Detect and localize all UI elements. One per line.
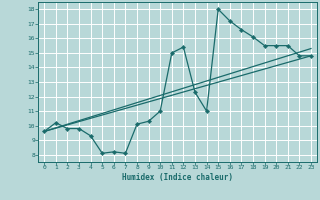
- X-axis label: Humidex (Indice chaleur): Humidex (Indice chaleur): [122, 173, 233, 182]
